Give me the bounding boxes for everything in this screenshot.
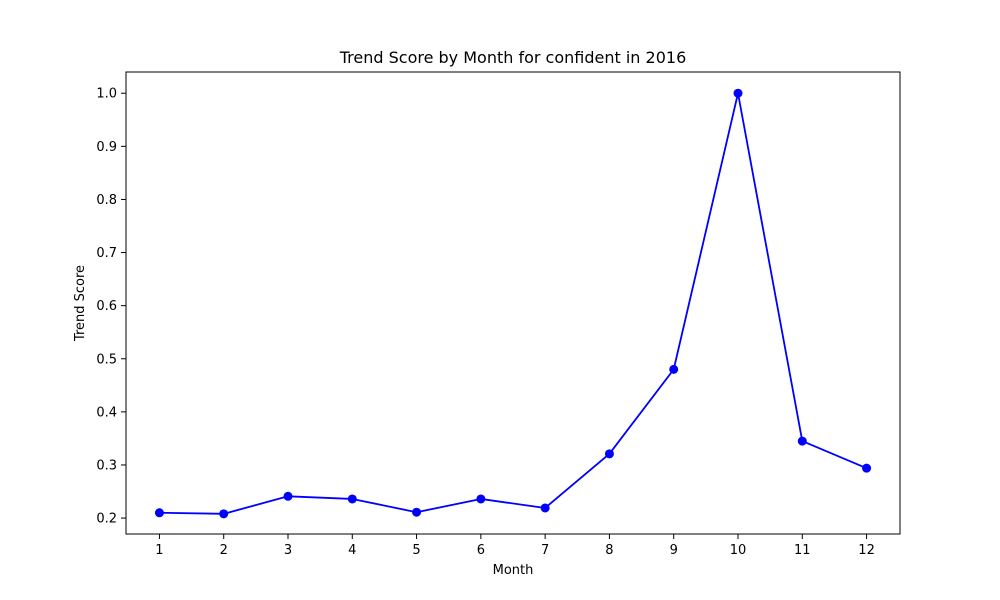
y-axis-label: Trend Score [73, 265, 88, 342]
data-point-month-4 [347, 494, 357, 504]
x-tick-label: 11 [794, 543, 811, 558]
data-point-month-7 [540, 503, 550, 513]
data-point-month-2 [219, 509, 229, 519]
series-line [159, 92, 867, 515]
y-tick-label: 0.2 [96, 512, 117, 527]
y-axis: 0.2 0.3 0.4 0.5 0.6 0.7 0.8 0.9 1.0 [96, 87, 126, 527]
data-point-month-9 [669, 364, 679, 374]
plot-area-frame [125, 71, 901, 535]
y-tick-label: 1.0 [96, 87, 117, 102]
x-tick-label: 8 [605, 543, 613, 558]
x-tick-label: 4 [348, 543, 356, 558]
data-point-month-6 [476, 494, 486, 504]
y-tick-label: 0.5 [96, 352, 117, 367]
y-tick-label: 0.8 [96, 193, 117, 208]
y-tick-label: 0.6 [96, 299, 117, 314]
x-tick-label: 10 [730, 543, 747, 558]
y-tick-label: 0.7 [96, 246, 117, 261]
x-tick-label: 3 [284, 543, 292, 558]
y-tick-label: 0.3 [96, 458, 117, 473]
data-point-month-10 [733, 88, 743, 98]
series-layer [154, 88, 872, 519]
y-tick-label: 0.4 [96, 405, 117, 420]
y-tick-label: 0.9 [96, 140, 117, 155]
data-point-month-5 [412, 507, 422, 517]
x-tick-label: 5 [412, 543, 420, 558]
data-point-month-11 [797, 436, 807, 446]
data-point-month-8 [604, 449, 614, 459]
x-tick-label: 1 [155, 543, 163, 558]
x-tick-label: 2 [220, 543, 228, 558]
x-tick-label: 12 [858, 543, 875, 558]
x-axis: 1 2 3 4 5 6 7 8 9 10 11 12 [155, 534, 875, 558]
x-tick-label: 6 [477, 543, 485, 558]
data-point-month-3 [283, 491, 293, 501]
chart-title: Trend Score by Month for confident in 20… [339, 48, 687, 67]
x-tick-label: 7 [541, 543, 549, 558]
data-point-month-1 [154, 508, 164, 518]
x-axis-label: Month [493, 563, 534, 578]
x-tick-label: 9 [670, 543, 678, 558]
data-point-month-12 [862, 463, 872, 473]
